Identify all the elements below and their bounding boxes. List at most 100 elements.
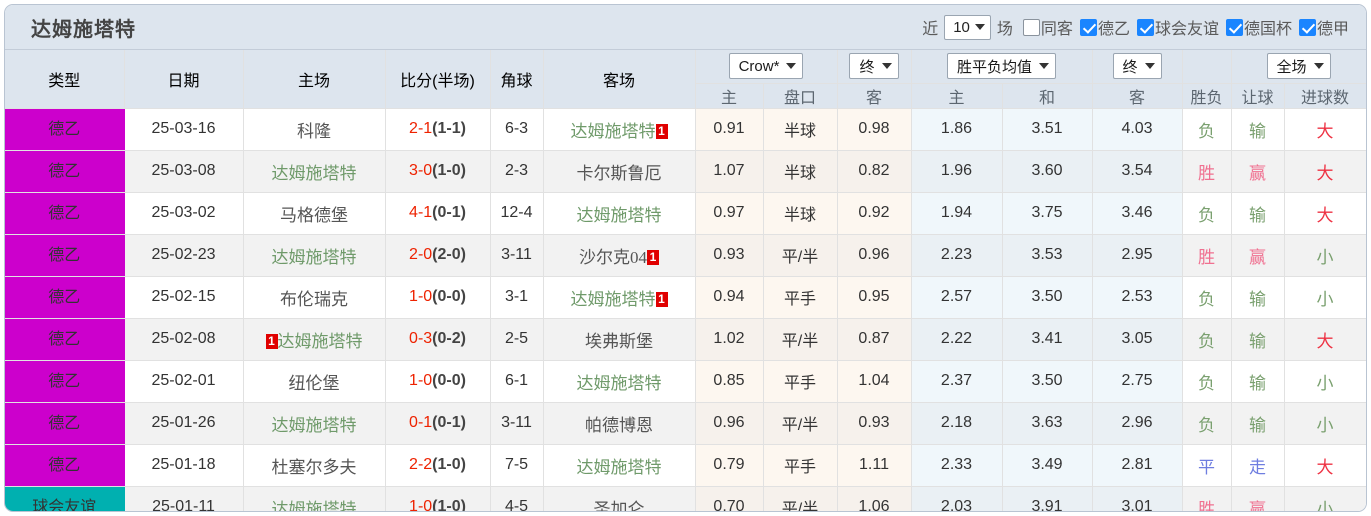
team-name[interactable]: 马格德堡 xyxy=(280,205,348,225)
team-name[interactable]: 沙尔克04 xyxy=(579,247,647,267)
team-name[interactable]: 帕德博恩 xyxy=(585,415,653,435)
cell-type[interactable]: 德乙 xyxy=(5,192,125,235)
cell-home-team[interactable]: 布伦瑞克 xyxy=(243,276,386,319)
col-score[interactable]: 比分(半场) xyxy=(385,50,491,109)
team-name[interactable]: 达姆施塔特 xyxy=(576,205,662,225)
col-odds-away[interactable]: 客 xyxy=(837,83,912,109)
league-filter-1[interactable]: 球会友谊 xyxy=(1136,15,1220,39)
cell-type[interactable]: 德乙 xyxy=(5,318,125,361)
cell-type[interactable]: 德乙 xyxy=(5,234,125,277)
league-filter-3[interactable]: 德甲 xyxy=(1298,15,1350,39)
team-name[interactable]: 达姆施塔特 xyxy=(277,331,363,351)
team-name[interactable]: 科隆 xyxy=(297,121,331,141)
col-home[interactable]: 主场 xyxy=(243,50,386,109)
cell-home-team[interactable]: 达姆施塔特 xyxy=(243,234,386,277)
league-filter-0[interactable]: 德乙 xyxy=(1079,15,1131,39)
team-name[interactable]: 达姆施塔特 xyxy=(576,457,662,477)
table-row[interactable]: 德乙 25-03-08 达姆施塔特 3-0(1-0) 2-3 卡尔斯鲁厄 1.07 半球 0.8… xyxy=(5,150,1366,193)
avg-type-select-cell[interactable]: 胜平负均值 xyxy=(911,50,1093,84)
col-result-hcp[interactable]: 让球 xyxy=(1231,83,1285,109)
same-venue-filter[interactable]: 同客 xyxy=(1022,15,1074,39)
table-row[interactable]: 德乙 25-03-16 科隆 2-1(1-1) 6-3 达姆施塔特 1 0.91 半球 0.98 1… xyxy=(5,108,1366,151)
cell-home-team[interactable]: 纽伦堡 xyxy=(243,360,386,403)
odds-stage-select-cell[interactable]: 终 xyxy=(837,50,912,84)
league-filter-2[interactable]: 德国杯 xyxy=(1225,15,1293,39)
col-result-goals[interactable]: 进球数 xyxy=(1284,83,1366,109)
team-name[interactable]: 圣加仑 xyxy=(593,499,645,512)
cell-away-team[interactable]: 达姆施塔特 1 xyxy=(543,108,696,151)
cell-score[interactable]: 1-0(0-0) xyxy=(385,360,491,403)
team-name[interactable]: 达姆施塔特 xyxy=(271,415,357,435)
col-type[interactable]: 类型 xyxy=(5,50,125,109)
col-avg-away[interactable]: 客 xyxy=(1092,83,1183,109)
table-row[interactable]: 德乙 25-02-01 纽伦堡 1-0(0-0) 6-1 达姆施塔特 0.85 平手 1.04 2… xyxy=(5,360,1366,403)
cell-score[interactable]: 1-0(0-0) xyxy=(385,276,491,319)
team-name[interactable]: 卡尔斯鲁厄 xyxy=(576,163,662,183)
cell-score[interactable]: 0-1(0-1) xyxy=(385,402,491,445)
cell-away-team[interactable]: 达姆施塔特 xyxy=(543,192,696,235)
cell-type[interactable]: 德乙 xyxy=(5,444,125,487)
team-name[interactable]: 达姆施塔特 xyxy=(570,121,656,141)
cell-type[interactable]: 德乙 xyxy=(5,276,125,319)
col-odds-home[interactable]: 主 xyxy=(695,83,764,109)
league-checkbox-0[interactable] xyxy=(1079,18,1097,36)
cell-type[interactable]: 德乙 xyxy=(5,150,125,193)
odds-stage-select[interactable]: 终 xyxy=(849,53,899,80)
table-row[interactable]: 德乙 25-01-18 杜塞尔多夫 2-2(1-0) 7-5 达姆施塔特 0.79 平手 1.1… xyxy=(5,444,1366,487)
col-avg-home[interactable]: 主 xyxy=(911,83,1003,109)
team-name[interactable]: 达姆施塔特 xyxy=(271,499,357,512)
avg-stage-select[interactable]: 终 xyxy=(1112,53,1162,80)
team-name[interactable]: 纽伦堡 xyxy=(288,373,340,393)
cell-score[interactable]: 2-1(1-1) xyxy=(385,108,491,151)
col-odds-line[interactable]: 盘口 xyxy=(763,83,838,109)
cell-home-team[interactable]: 杜塞尔多夫 xyxy=(243,444,386,487)
cell-home-team[interactable]: 达姆施塔特 xyxy=(243,486,386,512)
cell-away-team[interactable]: 达姆施塔特 xyxy=(543,444,696,487)
table-row[interactable]: 德乙 25-01-26 达姆施塔特 0-1(0-1) 3-11 帕德博恩 0.96 平/半 0.… xyxy=(5,402,1366,445)
cell-home-team[interactable]: 达姆施塔特 xyxy=(243,150,386,193)
team-name[interactable]: 布伦瑞克 xyxy=(280,289,348,309)
bookmaker-select-cell[interactable]: Crow* xyxy=(695,50,838,84)
cell-away-team[interactable]: 达姆施塔特 xyxy=(543,360,696,403)
cell-score[interactable]: 1-0(1-0) xyxy=(385,486,491,511)
cell-type[interactable]: 球会友谊 xyxy=(5,486,125,511)
league-checkbox-1[interactable] xyxy=(1136,18,1154,36)
team-name[interactable]: 达姆施塔特 xyxy=(576,373,662,393)
avg-type-select[interactable]: 胜平负均值 xyxy=(947,53,1057,80)
cell-away-team[interactable]: 帕德博恩 xyxy=(543,402,696,445)
cell-type[interactable]: 德乙 xyxy=(5,360,125,403)
league-checkbox-3[interactable] xyxy=(1298,18,1316,36)
cell-away-team[interactable]: 卡尔斯鲁厄 xyxy=(543,150,696,193)
cell-type[interactable]: 德乙 xyxy=(5,108,125,151)
cell-score[interactable]: 0-3(0-2) xyxy=(385,318,491,361)
col-avg-draw[interactable]: 和 xyxy=(1002,83,1093,109)
cell-score[interactable]: 2-2(1-0) xyxy=(385,444,491,487)
col-date[interactable]: 日期 xyxy=(124,50,244,109)
cell-away-team[interactable]: 沙尔克04 1 xyxy=(543,234,696,277)
scope-select-cell[interactable]: 全场 xyxy=(1231,50,1366,84)
cell-home-team[interactable]: 达姆施塔特 xyxy=(243,402,386,445)
cell-type[interactable]: 德乙 xyxy=(5,402,125,445)
cell-home-team[interactable]: 马格德堡 xyxy=(243,192,386,235)
table-row[interactable]: 德乙 25-02-23 达姆施塔特 2-0(2-0) 3-11 沙尔克04 1 0.93 平/半… xyxy=(5,234,1366,277)
team-name[interactable]: 达姆施塔特 xyxy=(570,289,656,309)
table-row[interactable]: 德乙 25-02-15 布伦瑞克 1-0(0-0) 3-1 达姆施塔特 1 0.94 平手 0.9… xyxy=(5,276,1366,319)
cell-away-team[interactable]: 圣加仑 xyxy=(543,486,696,512)
team-name[interactable]: 达姆施塔特 xyxy=(271,247,357,267)
cell-home-team[interactable]: 科隆 xyxy=(243,108,386,151)
bookmaker-select[interactable]: Crow* xyxy=(728,53,804,80)
col-result-wl[interactable]: 胜负 xyxy=(1182,83,1232,109)
scope-select[interactable]: 全场 xyxy=(1266,53,1331,80)
col-corner[interactable]: 角球 xyxy=(490,50,544,109)
cell-score[interactable]: 4-1(0-1) xyxy=(385,192,491,235)
table-row[interactable]: 球会友谊 25-01-11 达姆施塔特 1-0(1-0) 4-5 圣加仑 0.70 平/半 1.… xyxy=(5,486,1366,512)
team-name[interactable]: 杜塞尔多夫 xyxy=(271,457,357,477)
table-row[interactable]: 德乙 25-02-08 1 达姆施塔特 0-3(0-2) 2-5 埃弗斯堡 1.02 平/半 0.… xyxy=(5,318,1366,361)
cell-score[interactable]: 2-0(2-0) xyxy=(385,234,491,277)
cell-away-team[interactable]: 达姆施塔特 1 xyxy=(543,276,696,319)
cell-home-team[interactable]: 1 达姆施塔特 xyxy=(243,318,386,361)
avg-stage-select-cell[interactable]: 终 xyxy=(1092,50,1183,84)
league-checkbox-2[interactable] xyxy=(1225,18,1243,36)
team-name[interactable]: 埃弗斯堡 xyxy=(585,331,653,351)
recent-count-select[interactable]: 10 xyxy=(944,14,991,40)
